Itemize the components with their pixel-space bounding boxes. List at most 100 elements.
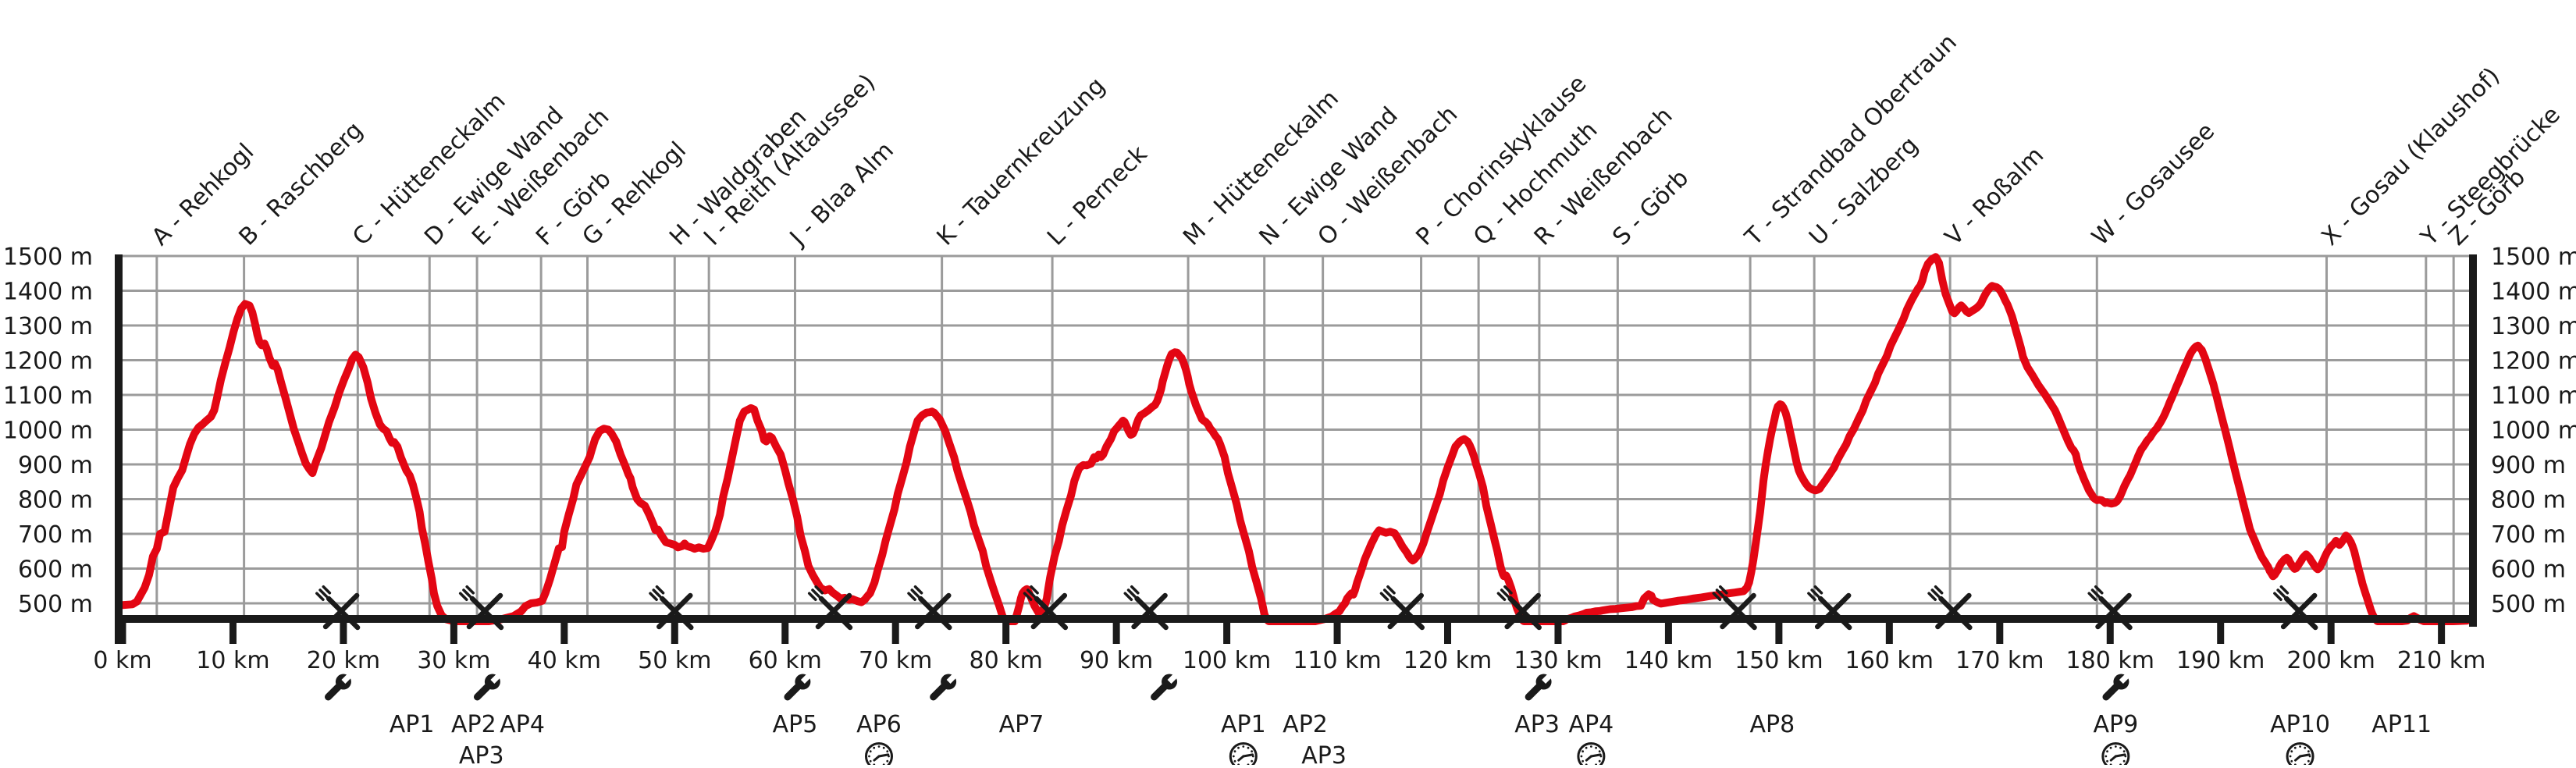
aid-post-label: AP10 [2270,711,2330,738]
x-tick [1223,623,1231,644]
x-tick-label: 60 km [749,647,822,674]
fork-tines-icon [1126,588,1137,598]
x-tick [781,623,789,644]
clock-minute-hand [1589,753,1602,758]
x-tick-label: 200 km [2286,647,2375,674]
clock-tick [1598,750,1601,753]
aid-post-label: AP1 [1221,711,1266,738]
clock-tick [1237,746,1240,749]
fork-tines-icon [2276,588,2286,598]
clock-tick [2307,759,2310,763]
food-stop-cutlery-icon [1712,585,1757,631]
x-tick-label: 190 km [2176,647,2265,674]
y-axis-label-right: 1300 m [2491,313,2576,340]
clock-tick [1585,746,1588,749]
clock-tick [1595,746,1598,749]
y-axis-right [2469,254,2477,627]
clock-tick [1247,746,1250,749]
clock-tick [1233,759,1236,763]
x-tick [2438,623,2446,644]
wrench-icon [324,671,354,701]
fork-tines-icon [1130,585,1140,595]
clock-tick [2106,759,2108,763]
x-tick [340,623,347,644]
waypoint-label: I - Reith (Altaussee) [699,69,881,251]
fork-tines-icon [652,588,662,598]
aid-post-label: AP11 [2371,711,2432,738]
x-tick [119,623,126,644]
clock-minute-hand [877,753,890,758]
clock-tick [1233,750,1236,753]
clock-tick [869,759,872,763]
y-axis-label-left: 700 m [18,521,93,549]
x-tick-label: 120 km [1404,647,1492,674]
clock-tick [1580,755,1583,758]
fork-icon [1034,596,1069,631]
aid-post-label: AP1 [390,711,435,738]
aid-post-label: AP5 [773,711,818,738]
x-tick [450,623,457,644]
fork-tines-icon [2087,592,2097,602]
clock-tick [2307,750,2310,753]
fork-tines-icon [807,592,817,602]
clock-tick [2289,755,2292,758]
x-tick [1002,623,1010,644]
fork-tines-icon [1379,592,1389,602]
fork-tines-icon [318,588,328,598]
wrench-jaw-notch [1542,671,1554,684]
fork-icon [918,596,952,631]
x-tick-label: 90 km [1080,647,1153,674]
fork-icon [1134,596,1169,631]
food-stop-cutlery-icon [1123,585,1169,631]
fork-tines-icon [1718,585,1728,595]
food-stop-cutlery-icon [2273,585,2318,631]
aid-post-label: AP4 [500,711,545,738]
fork-tines-icon [1927,592,1937,602]
wrench-jaw-notch [2119,671,2132,684]
clock-minute-hand [1242,753,1254,758]
aid-post-label: AP7 [999,711,1044,738]
x-tick-label: 80 km [970,647,1043,674]
fork-tines-icon [322,585,332,595]
fork-tines-icon [1026,588,1036,598]
x-tick [1444,623,1452,644]
x-tick [1554,623,1562,644]
aid-post-label: AP6 [856,711,902,738]
fork-tines-icon [458,592,468,602]
x-tick [1775,623,1783,644]
x-tick-label: 100 km [1183,647,1271,674]
clock-tick [2122,750,2126,753]
y-axis-label-left: 1300 m [3,313,93,340]
fork-icon [1507,596,1542,631]
y-axis-label-left: 1100 m [3,382,93,410]
aid-post-label: AP9 [2093,711,2138,738]
fork-tines-icon [1930,588,1941,598]
fork-icon [2098,596,2133,631]
y-axis-label-left: 1000 m [3,417,93,444]
x-tick-label: 170 km [1955,647,2044,674]
wrench-icon [473,671,503,701]
clock-tick [2114,745,2117,748]
wrench-icon [784,671,813,701]
x-tick-label: 0 km [93,647,151,674]
fork-tines-icon [2090,588,2101,598]
fork-icon [1938,596,1973,631]
food-stop-cutlery-icon [458,585,504,631]
x-tick [1885,623,1893,644]
clock-tick [1582,750,1585,753]
x-tick-label: 150 km [1735,647,1823,674]
clock-tick [2119,746,2122,749]
time-check-clock-icon [864,742,893,768]
clock-tick [882,746,885,749]
y-axis-label-left: 900 m [18,452,93,479]
fork-tines-icon [462,588,471,598]
x-axis-baseline [115,615,2477,623]
food-stop-cutlery-icon [907,585,952,631]
x-tick-label: 140 km [1624,647,1713,674]
x-tick [671,623,678,644]
fork-icon [2283,596,2318,631]
fork-tines-icon [814,585,824,595]
clock-minute-hand [2114,753,2126,758]
